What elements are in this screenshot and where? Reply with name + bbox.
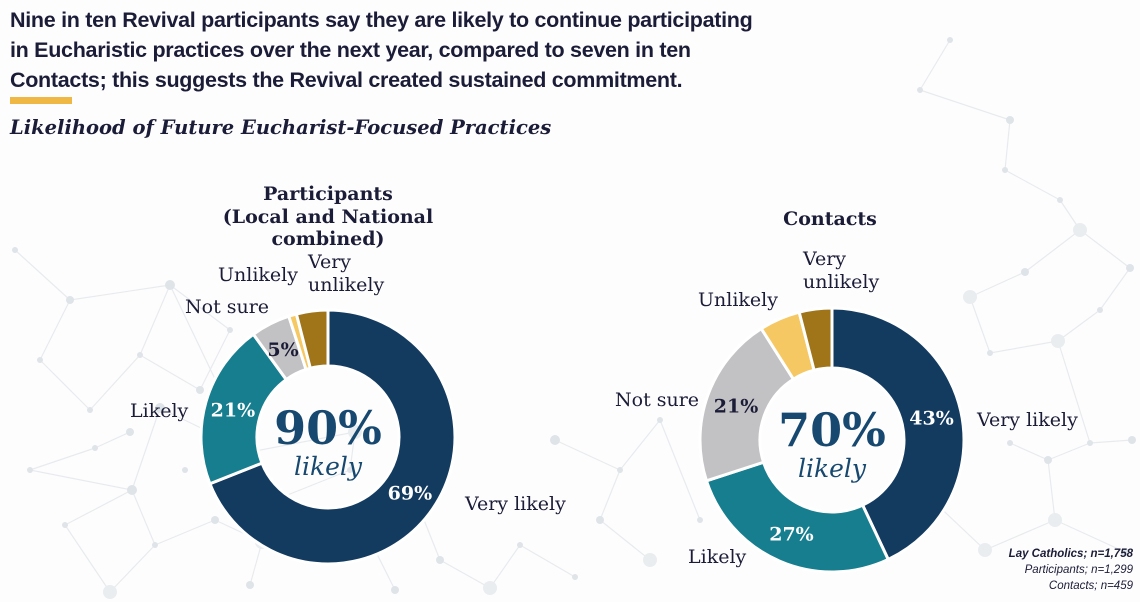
contacts-center-caption: likely xyxy=(797,454,867,483)
contacts-label-unlikely: Unlikely xyxy=(698,289,778,311)
contacts-label-likely: Likely xyxy=(688,546,747,568)
participants-donut-center: 90% likely xyxy=(274,405,382,479)
participants-title-line: (Local and National combined) xyxy=(222,205,434,251)
donut-segment-likely xyxy=(704,460,890,574)
contacts-donut-center: 70% likely xyxy=(778,407,886,481)
participants-title-line: Participants xyxy=(263,183,393,205)
segment-value-label: 27% xyxy=(769,524,814,546)
participants-label-very-unlikely: Very unlikely xyxy=(308,251,385,296)
contacts-label-very-unlikely: Very unlikely xyxy=(803,248,880,293)
participants-label-likely: Likely xyxy=(130,400,189,422)
contacts-title-line: Contacts xyxy=(783,208,877,230)
donut-segment-not-sure xyxy=(698,327,795,483)
contacts-label-not-sure: Not sure xyxy=(615,389,700,411)
segment-value-label: 69% xyxy=(388,483,433,505)
participants-label-not-sure: Not sure xyxy=(185,296,270,318)
headline-line: in Eucharistic practices over the next y… xyxy=(10,38,691,62)
donut-segment-very-unlikely xyxy=(797,306,834,372)
segment-value-label: 21% xyxy=(211,399,256,421)
contacts-donut-chart: 43% 27% 21% xyxy=(698,306,966,574)
headline-line: Nine in ten Revival participants say the… xyxy=(10,8,753,32)
headline-line: Contacts; this suggests the Revival crea… xyxy=(10,68,683,92)
participants-donut-chart: 69% 21% 5% xyxy=(199,308,457,566)
participants-label-unlikely: Unlikely xyxy=(218,264,298,286)
chart-main-title: Likelihood of Future Eucharist-Focused P… xyxy=(10,116,552,139)
donut-segment-very-unlikely xyxy=(294,308,330,370)
sample-size-line: Lay Catholics; n=1,758 xyxy=(1008,548,1133,560)
participants-center-caption: likely xyxy=(293,452,363,481)
sample-sizes-footnote: Lay Catholics; n=1,758 Participants; n=1… xyxy=(1009,546,1133,594)
participants-center-value: 90% xyxy=(274,401,382,455)
contacts-center-value: 70% xyxy=(778,403,886,457)
sample-size-line: Participants; n=1,299 xyxy=(1024,564,1133,576)
contacts-label-very-likely: Very likely xyxy=(977,409,1078,431)
segment-value-label: 21% xyxy=(714,395,759,417)
headline: Nine in ten Revival participants say the… xyxy=(10,5,940,95)
donut-segment-very-likely xyxy=(208,308,457,566)
participants-label-very-likely: Very likely xyxy=(465,493,566,515)
contacts-chart-title: Contacts xyxy=(730,208,930,231)
accent-bar xyxy=(10,97,72,104)
segment-value-label: 43% xyxy=(909,408,954,430)
donut-segment-very-likely xyxy=(830,306,966,561)
participants-chart-title: Participants (Local and National combine… xyxy=(163,183,493,251)
sample-size-line: Contacts; n=459 xyxy=(1048,580,1133,592)
segment-value-label: 5% xyxy=(267,339,298,361)
